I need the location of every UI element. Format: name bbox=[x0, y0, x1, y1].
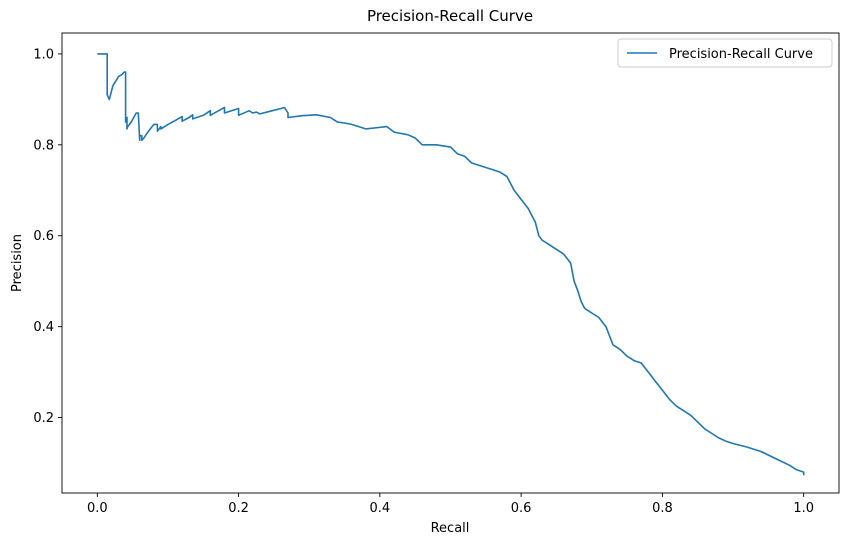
chart-title: Precision-Recall Curve bbox=[367, 7, 533, 25]
y-tick-label: 0.8 bbox=[33, 138, 54, 153]
legend-label: Precision-Recall Curve bbox=[669, 47, 813, 62]
x-axis-title: Recall bbox=[431, 521, 470, 536]
x-axis-ticks: 0.0 0.2 0.4 0.6 0.8 1.0 bbox=[87, 493, 814, 516]
x-tick-label: 0.2 bbox=[228, 501, 249, 516]
legend: Precision-Recall Curve bbox=[617, 38, 833, 68]
x-tick-label: 0.0 bbox=[87, 501, 108, 516]
legend-box bbox=[617, 38, 833, 68]
y-tick-label: 0.6 bbox=[33, 229, 54, 244]
y-tick-label: 0.2 bbox=[33, 411, 54, 426]
x-tick-label: 0.8 bbox=[652, 501, 673, 516]
x-tick-label: 0.6 bbox=[511, 501, 532, 516]
y-tick-label: 1.0 bbox=[33, 47, 54, 62]
plot-area-frame bbox=[61, 32, 840, 494]
series-line-precision-recall bbox=[97, 53, 805, 476]
x-tick-label: 1.0 bbox=[793, 501, 814, 516]
y-tick-label: 0.4 bbox=[33, 320, 54, 335]
y-axis-ticks: 0.2 0.4 0.6 0.8 1.0 bbox=[33, 47, 62, 426]
y-axis-title: Precision bbox=[10, 234, 25, 292]
x-tick-label: 0.4 bbox=[370, 501, 391, 516]
